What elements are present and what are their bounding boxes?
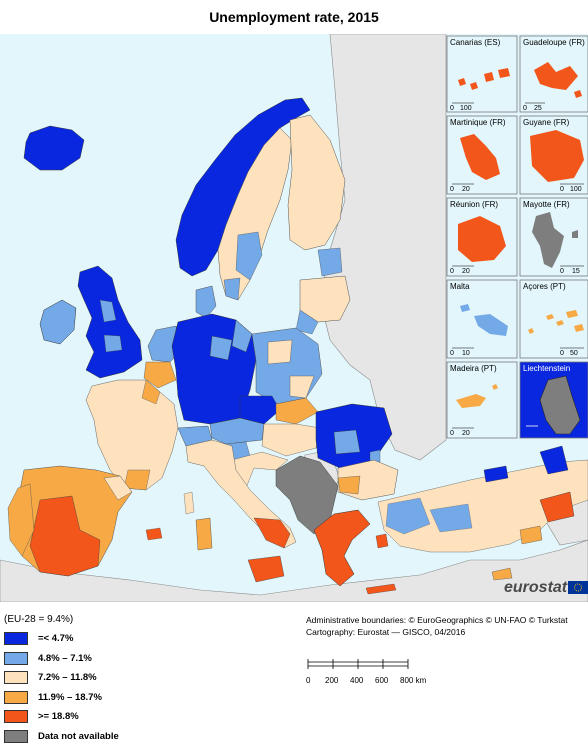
legend-item: 7.2% – 11.8% bbox=[4, 668, 119, 688]
eurostat-logo: eurostat bbox=[504, 579, 588, 596]
svg-text:20: 20 bbox=[462, 268, 470, 275]
legend-label: >= 18.8% bbox=[38, 711, 79, 722]
legend-swatch bbox=[4, 730, 28, 743]
legend-swatch bbox=[4, 710, 28, 723]
legend-item: 11.9% – 18.7% bbox=[4, 688, 119, 708]
svg-text:20: 20 bbox=[462, 186, 470, 193]
svg-text:Malta: Malta bbox=[450, 282, 470, 291]
svg-text:25: 25 bbox=[534, 105, 542, 112]
svg-text:50: 50 bbox=[570, 350, 578, 357]
choropleth-map: Canarias (ES) 0 100 Guadeloupe (FR) 0 25… bbox=[0, 34, 588, 602]
svg-text:Madeira (PT): Madeira (PT) bbox=[450, 364, 497, 373]
svg-text:15: 15 bbox=[572, 268, 580, 275]
legend-label: =< 4.7% bbox=[38, 633, 73, 644]
svg-text:0: 0 bbox=[450, 105, 454, 112]
svg-text:100: 100 bbox=[460, 105, 472, 112]
credit-boundaries: Administrative boundaries: © EuroGeograp… bbox=[306, 614, 568, 626]
legend-item: =< 4.7% bbox=[4, 629, 119, 649]
footer: (EU-28 = 9.4%) =< 4.7% 4.8% – 7.1% 7.2% … bbox=[0, 602, 588, 744]
scale-tick: 0 bbox=[306, 676, 311, 685]
legend-label: Data not available bbox=[38, 731, 119, 742]
legend-swatch bbox=[4, 691, 28, 704]
legend-item: Data not available bbox=[4, 727, 119, 746]
svg-text:0: 0 bbox=[450, 186, 454, 193]
svg-text:Guyane (FR): Guyane (FR) bbox=[523, 118, 570, 127]
region-sardinia bbox=[196, 518, 212, 550]
svg-text:0: 0 bbox=[523, 105, 527, 112]
credit-cartography: Cartography: Eurostat — GISCO, 04/2016 bbox=[306, 626, 568, 638]
scale-tick: 800 km bbox=[400, 676, 427, 685]
svg-text:0: 0 bbox=[450, 268, 454, 275]
svg-text:10: 10 bbox=[462, 350, 470, 357]
svg-text:0: 0 bbox=[560, 186, 564, 193]
svg-text:Açores (PT): Açores (PT) bbox=[523, 282, 566, 291]
scale-bar: 0 200 400 600 800 km bbox=[300, 656, 440, 696]
scale-tick: 400 bbox=[350, 676, 364, 685]
map-area: Canarias (ES) 0 100 Guadeloupe (FR) 0 25… bbox=[0, 34, 588, 602]
legend: =< 4.7% 4.8% – 7.1% 7.2% – 11.8% 11.9% –… bbox=[4, 629, 119, 746]
scale-tick: 200 bbox=[325, 676, 339, 685]
svg-text:0: 0 bbox=[450, 350, 454, 357]
svg-text:0: 0 bbox=[560, 268, 564, 275]
svg-text:Martinique (FR): Martinique (FR) bbox=[450, 118, 506, 127]
legend-label: 11.9% – 18.7% bbox=[38, 692, 102, 703]
legend-item: >= 18.8% bbox=[4, 707, 119, 727]
svg-text:0: 0 bbox=[560, 350, 564, 357]
map-title: Unemployment rate, 2015 bbox=[0, 0, 588, 34]
svg-text:100: 100 bbox=[570, 186, 582, 193]
svg-text:20: 20 bbox=[462, 430, 470, 437]
legend-item: 4.8% – 7.1% bbox=[4, 649, 119, 669]
legend-swatch bbox=[4, 652, 28, 665]
svg-text:Mayotte (FR): Mayotte (FR) bbox=[523, 200, 570, 209]
legend-swatch bbox=[4, 632, 28, 645]
svg-text:0: 0 bbox=[450, 430, 454, 437]
legend-label: 7.2% – 11.8% bbox=[38, 672, 97, 683]
svg-text:Réunion (FR): Réunion (FR) bbox=[450, 200, 498, 209]
credits: Administrative boundaries: © EuroGeograp… bbox=[306, 614, 568, 638]
inset-title-canarias: Canarias (ES) bbox=[450, 38, 501, 47]
svg-text:Liechtenstein: Liechtenstein bbox=[523, 364, 570, 373]
svg-text:eurostat: eurostat bbox=[504, 579, 568, 596]
legend-label: 4.8% – 7.1% bbox=[38, 653, 92, 664]
svg-text:Guadeloupe (FR): Guadeloupe (FR) bbox=[523, 38, 585, 47]
legend-swatch bbox=[4, 671, 28, 684]
scale-tick: 600 bbox=[375, 676, 389, 685]
eu-average: (EU-28 = 9.4%) bbox=[4, 614, 73, 625]
